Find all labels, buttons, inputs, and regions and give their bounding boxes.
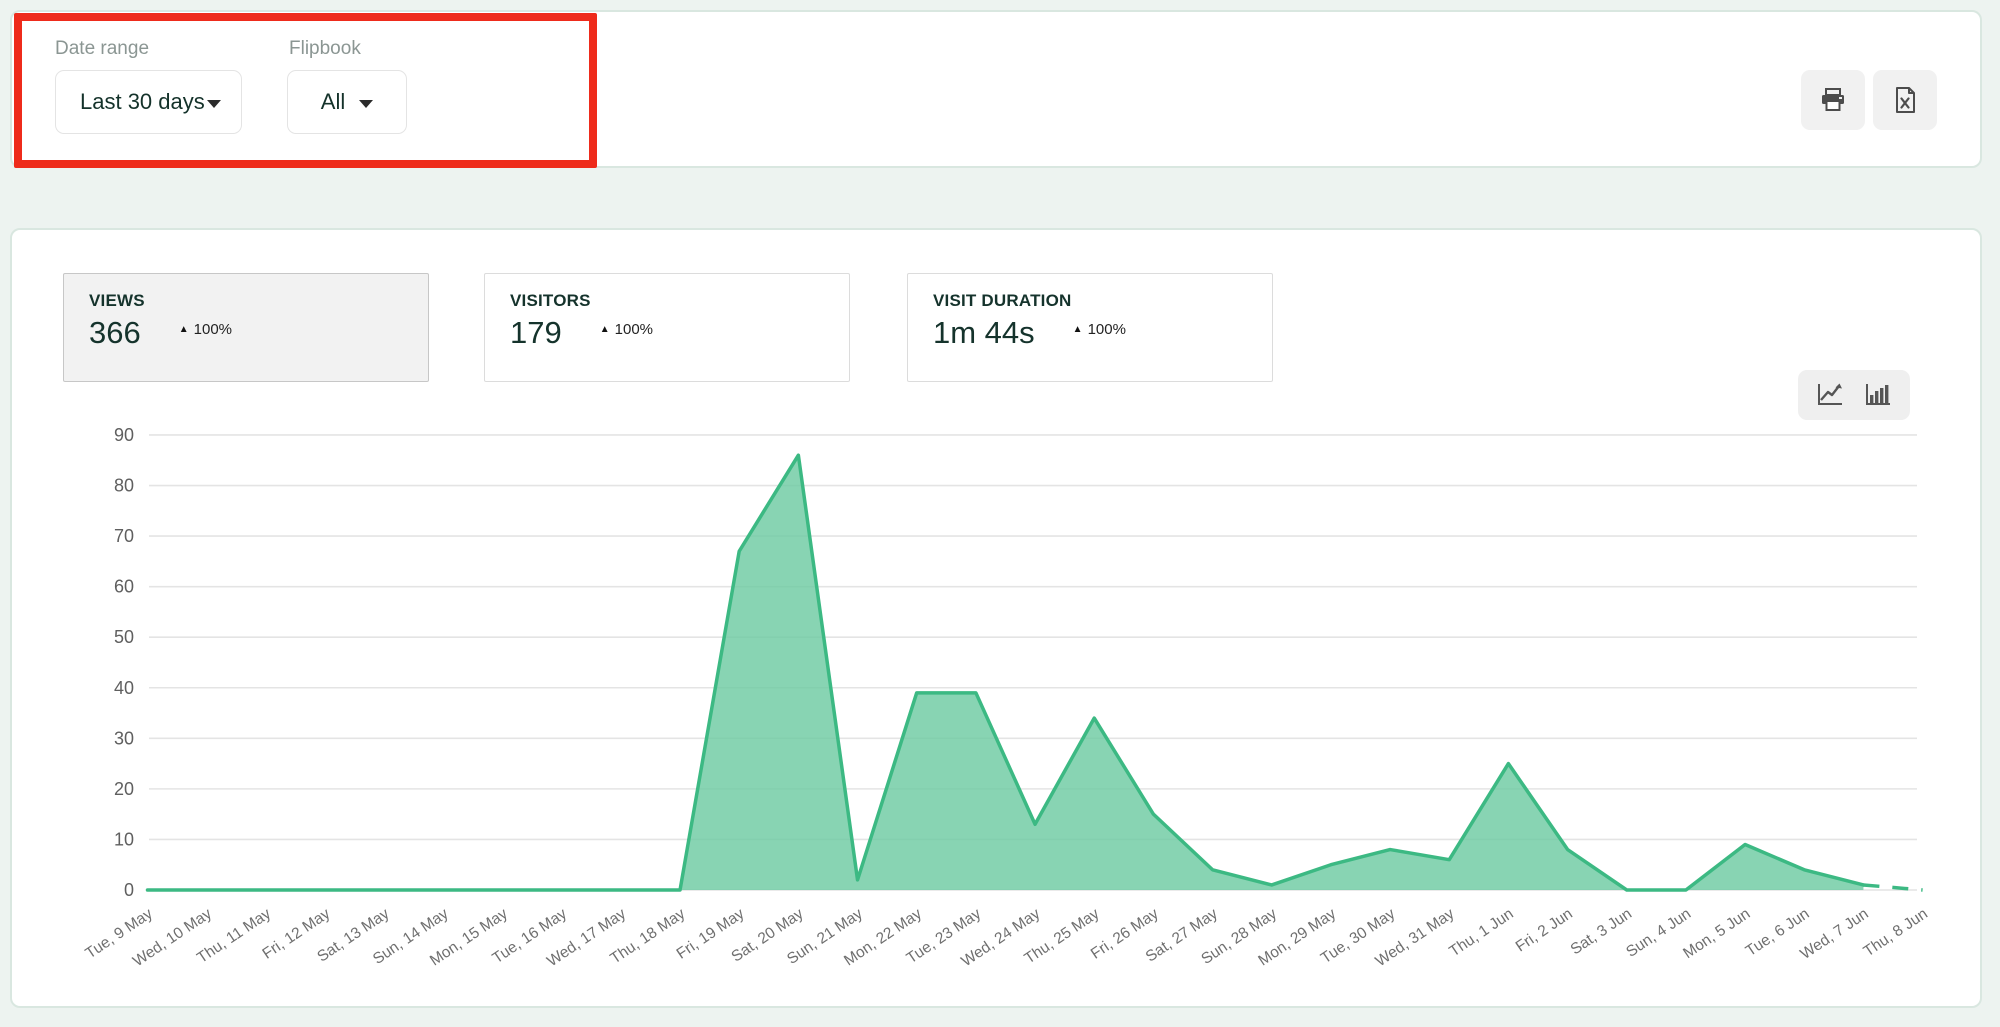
y-tick-label: 70: [114, 526, 134, 546]
filters-toolbar: Date range Last 30 days Flipbook All: [10, 10, 1982, 168]
trend-delta: 100%: [614, 320, 654, 338]
bar-chart-icon: [1865, 382, 1891, 409]
bar-chart-button[interactable]: [1861, 378, 1895, 413]
chevron-down-icon: [359, 99, 374, 108]
y-tick-label: 90: [114, 425, 134, 445]
y-tick-label: 20: [114, 779, 134, 799]
trend-up-icon: ▲: [178, 323, 189, 335]
line-chart-button[interactable]: [1813, 378, 1847, 413]
export-excel-button[interactable]: [1873, 70, 1937, 130]
print-button[interactable]: [1801, 70, 1865, 130]
area-series-dashed-tail: [1863, 883, 1923, 892]
y-tick-label: 40: [114, 678, 134, 698]
y-tick-label: 50: [114, 627, 134, 647]
stat-label: VIEWS: [89, 291, 145, 310]
stat-value: 1m 44s: [933, 315, 1035, 350]
stat-card-visitors[interactable]: VISITORS 179 ▲ 100%: [484, 273, 850, 382]
trend-badge: ▲ 100%: [1073, 321, 1126, 338]
flipbook-value: All: [320, 89, 346, 114]
area-series-line: [145, 453, 1866, 892]
printer-icon: [1819, 86, 1847, 114]
x-tick-label: Thu, 1 Jun: [1446, 905, 1516, 960]
stat-card-visit-duration[interactable]: VISIT DURATION 1m 44s ▲ 100%: [907, 273, 1273, 382]
chart-type-toggle: [1798, 370, 1910, 420]
trend-up-icon: ▲: [599, 323, 610, 335]
analytics-panel: VIEWS 366 ▲ 100% VISITORS 179 ▲ 100% VIS…: [10, 228, 1982, 1008]
trend-delta: 100%: [1087, 320, 1126, 338]
date-range-dropdown[interactable]: Last 30 days: [55, 70, 242, 134]
y-tick-label: 80: [114, 476, 134, 496]
x-tick-label: Fri, 2 Jun: [1513, 905, 1576, 955]
y-tick-label: 0: [124, 880, 134, 900]
stat-label: VISITORS: [510, 291, 591, 310]
flipbook-dropdown[interactable]: All: [287, 70, 407, 134]
trend-delta: 100%: [193, 320, 233, 338]
trend-up-icon: ▲: [1072, 323, 1083, 335]
y-tick-label: 10: [114, 829, 134, 849]
date-range-label: Date range: [55, 38, 150, 59]
x-tick-label: Thu, 8 Jun: [1861, 905, 1931, 960]
line-chart-icon: [1817, 382, 1843, 409]
stat-value: 366: [89, 315, 141, 350]
excel-file-icon: [1891, 86, 1919, 114]
trend-badge: ▲ 100%: [179, 321, 232, 338]
chevron-down-icon: [207, 99, 221, 108]
flipbook-label: Flipbook: [289, 38, 361, 59]
y-tick-label: 60: [114, 577, 134, 597]
area-series-fill: [147, 455, 1864, 890]
stat-label: VISIT DURATION: [933, 291, 1072, 310]
stat-value: 179: [510, 315, 562, 350]
stat-card-views[interactable]: VIEWS 366 ▲ 100%: [63, 273, 429, 382]
y-tick-label: 30: [114, 728, 134, 748]
x-tick-label: Mon, 5 Jun: [1680, 905, 1753, 962]
trend-badge: ▲ 100%: [600, 321, 653, 338]
date-range-value: Last 30 days: [80, 89, 205, 114]
